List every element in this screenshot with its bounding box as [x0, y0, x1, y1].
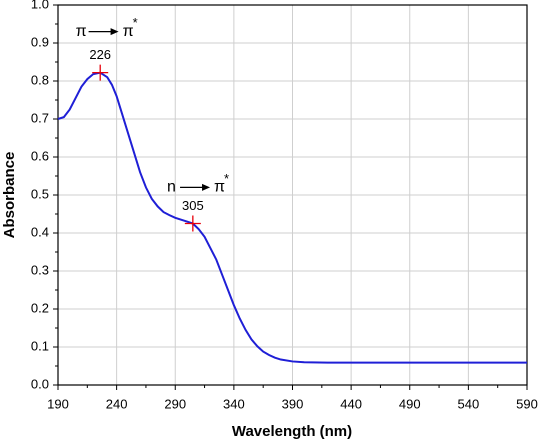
y-tick-label: 0.5 [31, 186, 49, 201]
peak-marker [92, 64, 109, 81]
annotation-to: π [214, 179, 225, 196]
y-tick-label: 0.3 [31, 262, 49, 277]
annotation-arrowhead [110, 28, 119, 36]
annotation-to: π [123, 23, 134, 40]
x-tick-label: 390 [282, 396, 304, 411]
y-tick-label: 0.2 [31, 300, 49, 315]
x-tick-label: 440 [340, 396, 362, 411]
peak-label: 305 [182, 198, 204, 213]
x-tick-label: 240 [106, 396, 128, 411]
y-tick-label: 0.6 [31, 148, 49, 163]
x-tick-label: 590 [516, 396, 538, 411]
y-tick-label: 0.4 [31, 224, 49, 239]
x-tick-label: 290 [164, 396, 186, 411]
x-tick-label: 340 [223, 396, 245, 411]
annotation-from: π [76, 23, 87, 40]
y-tick-label: 0.9 [31, 34, 49, 49]
annotation-sup: * [224, 171, 229, 186]
y-tick-label: 0.7 [31, 110, 49, 125]
spectrum-line [57, 71, 527, 364]
y-tick-label: 0.1 [31, 338, 49, 353]
y-tick-label: 0.8 [31, 72, 49, 87]
annotation-sup: * [133, 15, 138, 30]
peak-marker [184, 215, 201, 232]
x-tick-label: 490 [399, 396, 421, 411]
peak-label: 226 [89, 47, 111, 62]
y-axis-title: Absorbance [1, 152, 18, 239]
x-tick-label: 540 [458, 396, 480, 411]
x-tick-label: 190 [47, 396, 69, 411]
y-tick-label: 0.0 [31, 376, 49, 391]
annotation-from: n [167, 179, 176, 196]
x-axis-title: Wavelength (nm) [232, 423, 352, 440]
y-tick-label: 1.0 [31, 0, 49, 11]
annotation-arrowhead [202, 183, 211, 191]
